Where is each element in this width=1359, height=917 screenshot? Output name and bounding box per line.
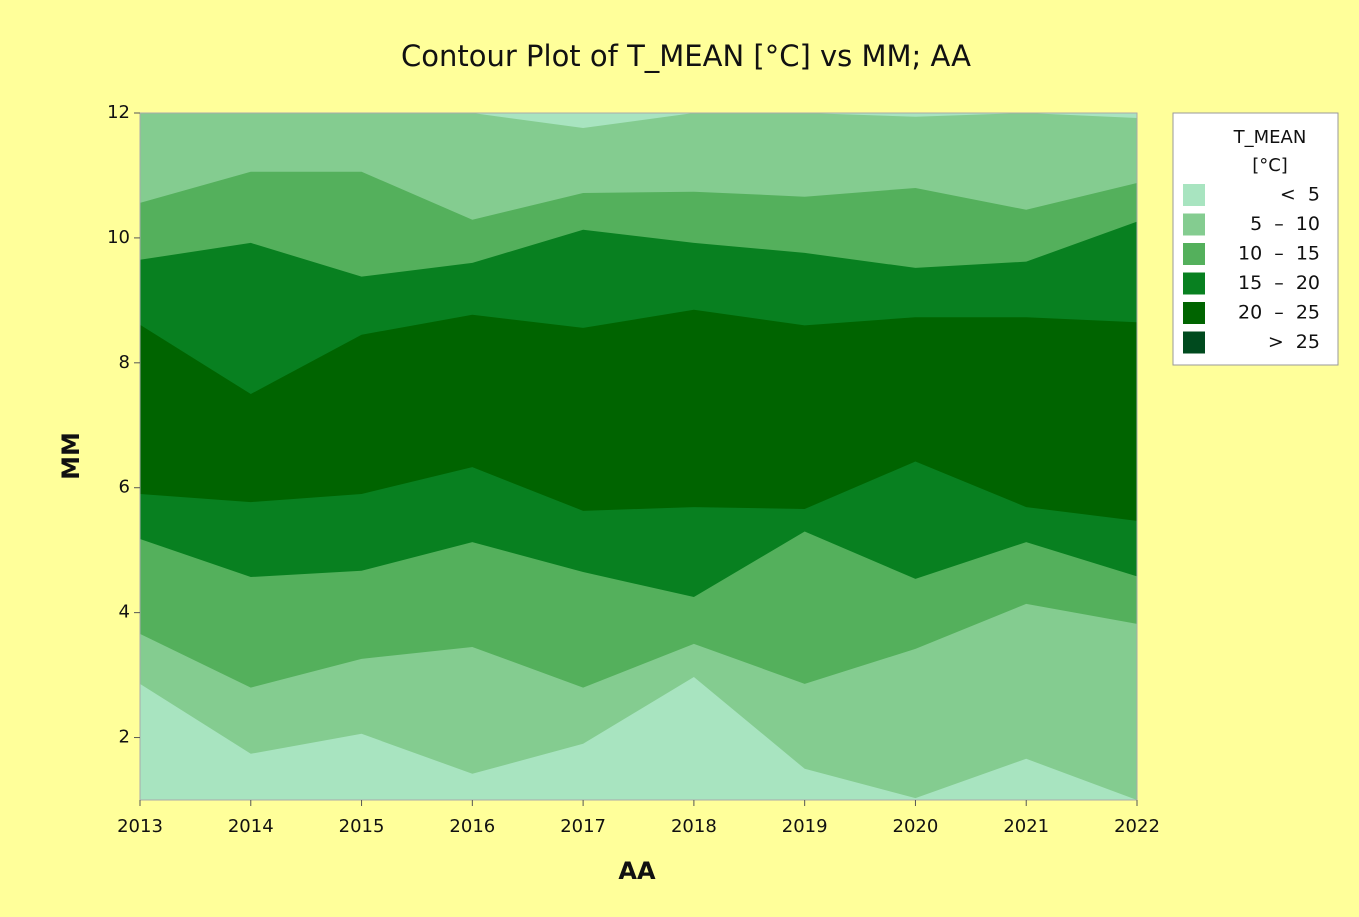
plot-frame bbox=[139, 112, 1138, 801]
chart-title: Contour Plot of T_MEAN [°C] vs MM; AA bbox=[401, 39, 971, 73]
legend-swatch bbox=[1183, 272, 1205, 295]
y-tick-label: 10 bbox=[107, 227, 130, 248]
legend-label: 15 – 20 bbox=[1238, 272, 1320, 294]
contour-region bbox=[140, 309, 1137, 521]
x-tick-label: 2015 bbox=[339, 816, 385, 837]
legend-label: < 5 bbox=[1280, 184, 1320, 206]
y-tick-label: 4 bbox=[119, 602, 130, 623]
x-tick-label: 2017 bbox=[560, 816, 606, 837]
legend-label: 5 – 10 bbox=[1250, 213, 1320, 235]
x-tick-label: 2018 bbox=[671, 816, 717, 837]
legend-title: T_MEAN bbox=[1233, 127, 1307, 148]
y-tick-label: 2 bbox=[119, 727, 130, 748]
legend-swatch bbox=[1183, 213, 1205, 236]
y-axis-label: MM bbox=[57, 432, 85, 480]
legend-box bbox=[1172, 112, 1339, 366]
x-tick-label: 2019 bbox=[782, 816, 828, 837]
legend-swatch bbox=[1183, 184, 1205, 206]
legend-label: > 25 bbox=[1268, 331, 1320, 353]
x-tick-label: 2014 bbox=[228, 816, 274, 837]
y-tick-label: 6 bbox=[119, 477, 130, 498]
x-tick-label: 2016 bbox=[449, 816, 495, 837]
legend-label: 10 – 15 bbox=[1238, 243, 1320, 265]
legend-swatch bbox=[1183, 243, 1205, 265]
x-axis-label: AA bbox=[618, 857, 656, 885]
y-tick-label: 8 bbox=[119, 352, 130, 373]
x-tick-label: 2020 bbox=[893, 816, 939, 837]
x-tick-label: 2021 bbox=[1003, 816, 1049, 837]
x-tick-label: 2013 bbox=[117, 816, 163, 837]
y-tick-label: 12 bbox=[107, 102, 130, 123]
legend-swatch bbox=[1183, 302, 1205, 324]
x-tick-label: 2022 bbox=[1114, 816, 1160, 837]
legend-label: 20 – 25 bbox=[1238, 302, 1320, 324]
legend-swatch bbox=[1183, 331, 1205, 354]
legend-title: [°C] bbox=[1252, 155, 1288, 176]
